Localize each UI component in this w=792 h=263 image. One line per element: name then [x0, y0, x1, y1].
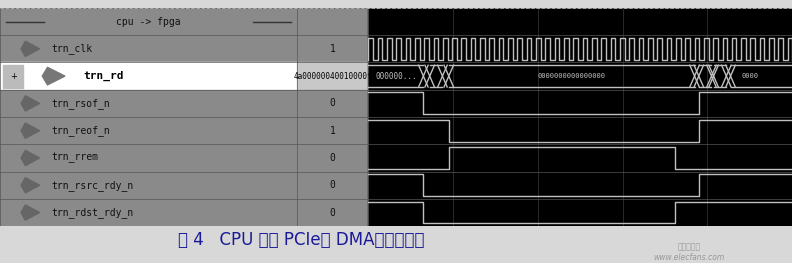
Polygon shape	[21, 41, 40, 57]
Bar	[368, 199, 792, 226]
Text: trn_rd: trn_rd	[83, 71, 124, 81]
Text: trn_clk: trn_clk	[51, 43, 93, 54]
Bar	[297, 144, 368, 172]
Text: 电子发烧友
www.elecfans.com: 电子发烧友 www.elecfans.com	[653, 242, 725, 262]
Polygon shape	[21, 178, 40, 193]
Text: 0: 0	[329, 180, 336, 190]
Text: 0000: 0000	[741, 73, 758, 79]
Text: 0: 0	[329, 208, 336, 218]
Text: trn_rsof_n: trn_rsof_n	[51, 98, 110, 109]
Bar	[368, 8, 792, 35]
Polygon shape	[21, 123, 40, 138]
Bar	[0, 8, 297, 35]
Polygon shape	[21, 96, 40, 111]
Text: 4a00000040010000f: 4a00000040010000f	[293, 72, 372, 80]
Text: 0000000000000000: 0000000000000000	[538, 73, 606, 79]
Bar	[0, 172, 297, 199]
Bar	[0, 63, 297, 90]
Bar	[0, 117, 297, 144]
Bar	[0, 199, 297, 226]
Bar	[297, 63, 368, 90]
Bar	[368, 117, 792, 144]
Text: trn_rdst_rdy_n: trn_rdst_rdy_n	[51, 207, 134, 218]
Text: 图 4   CPU 通过 PCIe对 DMA进行写操作: 图 4 CPU 通过 PCIe对 DMA进行写操作	[177, 231, 425, 249]
Text: trn_rrem: trn_rrem	[51, 153, 98, 163]
Bar	[297, 8, 368, 35]
Bar	[368, 90, 792, 117]
Bar	[368, 63, 792, 90]
Text: 1: 1	[329, 126, 336, 136]
Bar	[0, 90, 297, 117]
Bar	[368, 35, 792, 63]
Bar	[0, 35, 297, 63]
Text: 0: 0	[329, 98, 336, 108]
Text: trn_reof_n: trn_reof_n	[51, 125, 110, 136]
Bar	[297, 35, 368, 63]
Text: 1: 1	[329, 44, 336, 54]
Text: trn_rsrc_rdy_n: trn_rsrc_rdy_n	[51, 180, 134, 191]
Polygon shape	[21, 150, 40, 166]
Polygon shape	[21, 205, 40, 220]
Polygon shape	[42, 67, 65, 85]
Bar	[368, 172, 792, 199]
Text: 000000...: 000000...	[375, 72, 417, 80]
Bar	[297, 117, 368, 144]
Bar	[368, 144, 792, 172]
Bar	[297, 199, 368, 226]
Bar	[297, 90, 368, 117]
Bar	[297, 172, 368, 199]
Text: cpu -> fpga: cpu -> fpga	[116, 17, 181, 27]
Bar	[3, 65, 23, 88]
Text: 0: 0	[329, 153, 336, 163]
Bar	[0, 144, 297, 172]
Text: +: +	[10, 72, 17, 80]
